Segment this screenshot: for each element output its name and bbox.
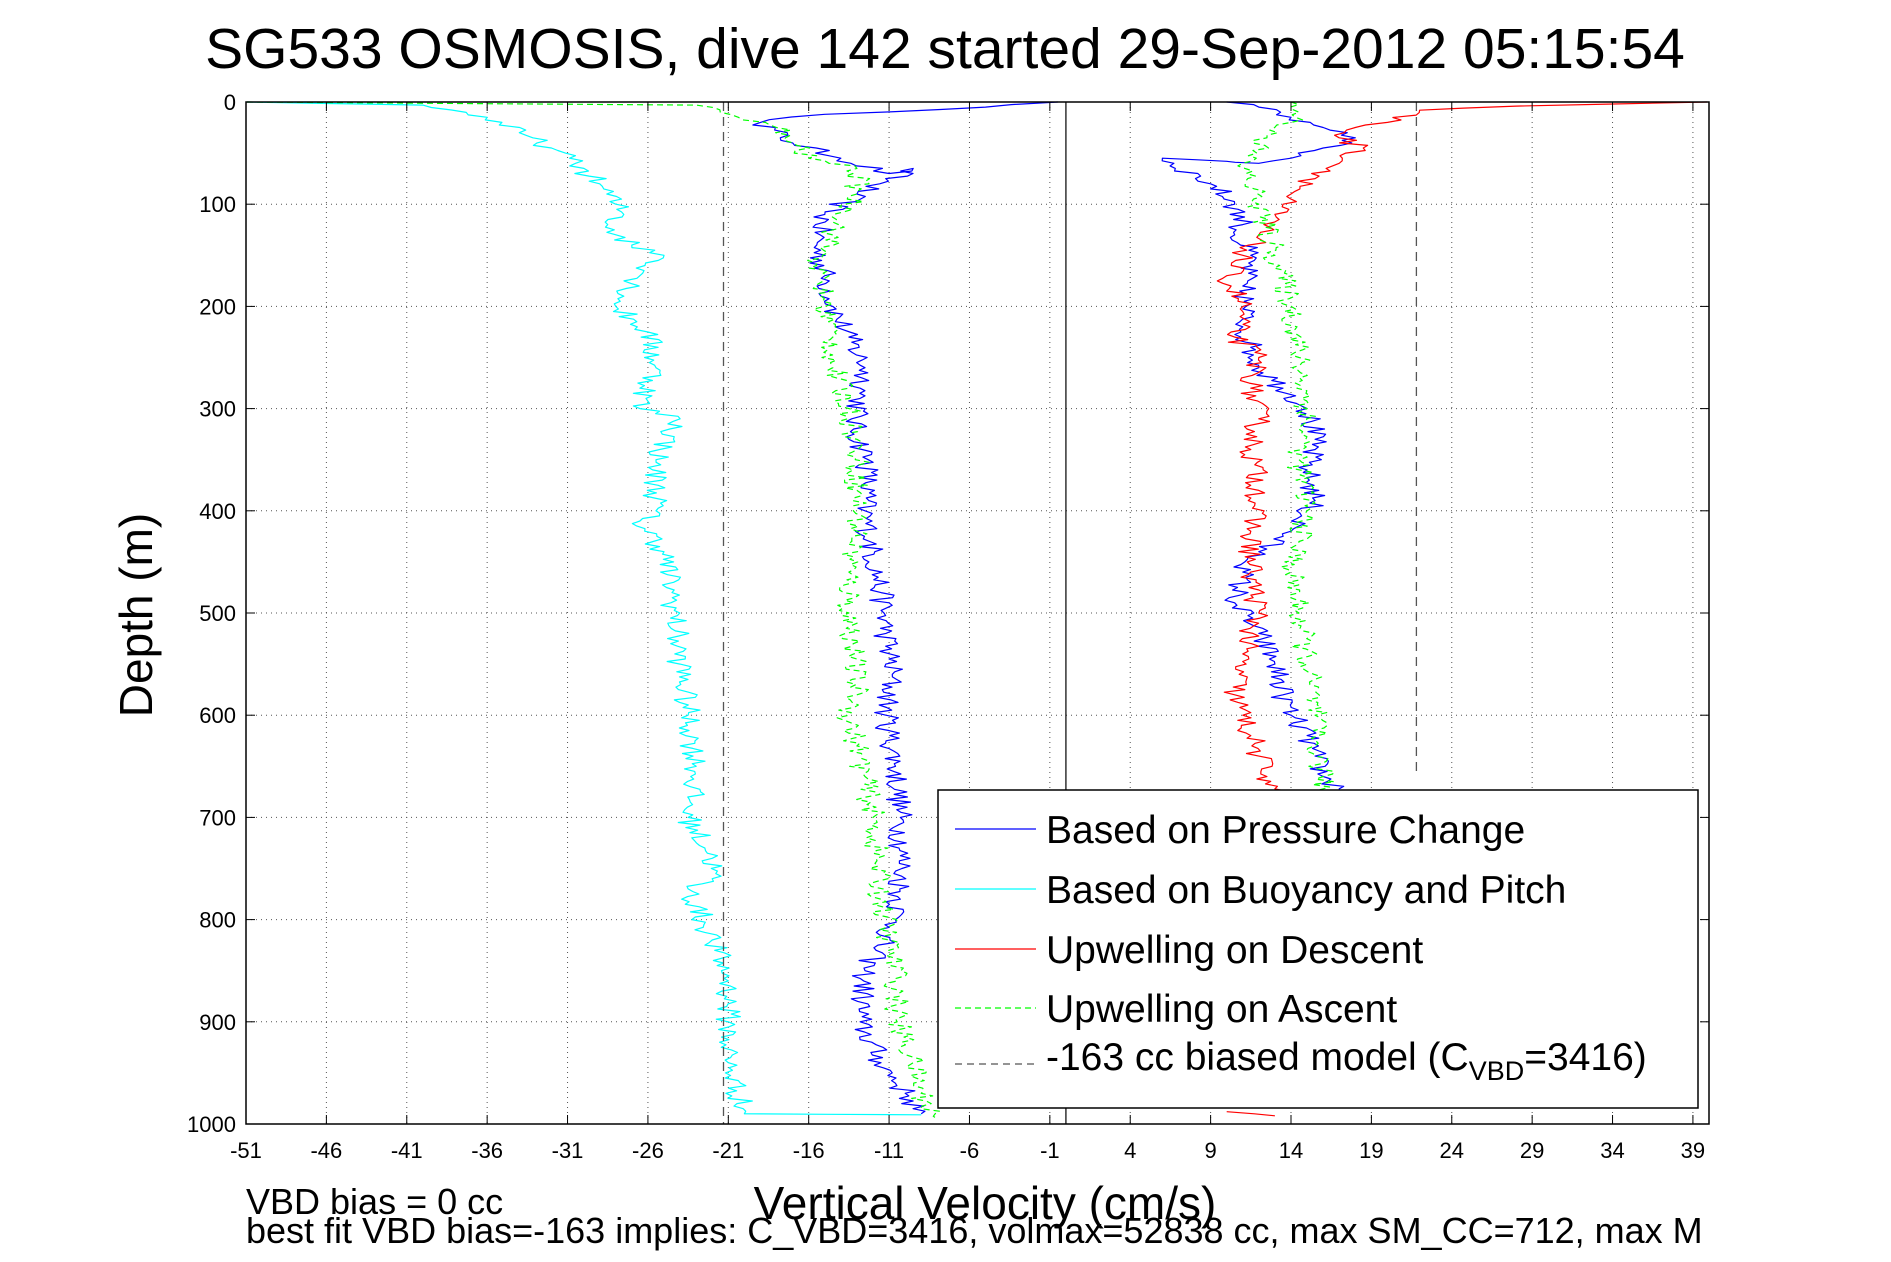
x-tick-label: -21 [712,1138,744,1163]
y-tick-label: 200 [199,294,236,319]
footer-annotation-2: best fit VBD bias=-163 implies: C_VBD=34… [246,1210,1703,1251]
series-line [752,101,1058,1115]
grid [246,102,1709,1124]
legend-model-sub: VBD [1469,1056,1525,1086]
series-line [1216,101,1708,796]
series-line [246,101,940,1120]
x-tick-label: -46 [310,1138,342,1163]
legend-entry-buoyancy: Based on Buoyancy and Pitch [1046,869,1566,912]
y-tick-label: 1000 [187,1112,236,1137]
y-tick-label: 700 [199,805,236,830]
x-tick-label: 14 [1279,1138,1303,1163]
x-tick-label: 24 [1440,1138,1464,1163]
legend-entry-ascent: Upwelling on Ascent [1046,988,1397,1031]
x-tick-label: -51 [230,1138,262,1163]
legend-box [937,789,1699,1109]
x-axis-label: Vertical Velocity (cm/s) [754,1177,1217,1229]
chart-title: SG533 OSMOSIS, dive 142 started 29-Sep-2… [205,17,1685,81]
x-tick-label: -36 [471,1138,503,1163]
legend-model-pre: -163 cc biased model (C [1046,1036,1469,1079]
x-tick-label: 34 [1600,1138,1624,1163]
y-tick-label: 0 [224,90,236,115]
y-tick-label: 100 [199,192,236,217]
y-tick-label: 500 [199,601,236,626]
x-tick-label: 4 [1124,1138,1136,1163]
y-tick-label: 300 [199,397,236,422]
y-tick-label: 400 [199,499,236,524]
series-line [1161,101,1356,796]
x-tick-label: -16 [793,1138,825,1163]
x-tick-label: 39 [1681,1138,1705,1163]
x-tick-label: 29 [1520,1138,1544,1163]
x-tick-label: 19 [1359,1138,1383,1163]
x-tick-label: -11 [874,1138,904,1163]
series-line [1237,101,1335,796]
y-axis-label: Depth (m) [110,513,162,717]
legend-entry-descent: Upwelling on Descent [1046,929,1423,972]
series-layer [246,101,1708,1124]
x-tick-label: 9 [1204,1138,1216,1163]
legend-entry-pressure: Based on Pressure Change [1046,809,1525,852]
y-tick-label: 600 [199,703,236,728]
series-line [1226,1111,1275,1117]
y-tick-label: 800 [199,908,236,933]
x-tick-label: -6 [960,1138,980,1163]
legend-samples [955,828,1036,1065]
footer-annotation-1: VBD bias = 0 cc [246,1181,503,1222]
x-tick-label: -26 [632,1138,664,1163]
legend-entry-model: -163 cc biased model (CVBD=3416) [1046,1036,1647,1086]
y-tick-label: 900 [199,1010,236,1035]
legend: Based on Pressure Change Based on Buoyan… [937,789,1699,1109]
x-tick-label: -1 [1040,1138,1060,1163]
series-line [246,101,922,1116]
x-tick-label: -41 [391,1138,423,1163]
legend-model-post: =3416) [1524,1036,1647,1079]
axis-ticks: -51 -46 -41 -36 -31 -26 -21 -16 -11 -6 -1 4 9 14 19 24 2… [187,90,1709,1163]
x-tick-label: -31 [552,1138,584,1163]
